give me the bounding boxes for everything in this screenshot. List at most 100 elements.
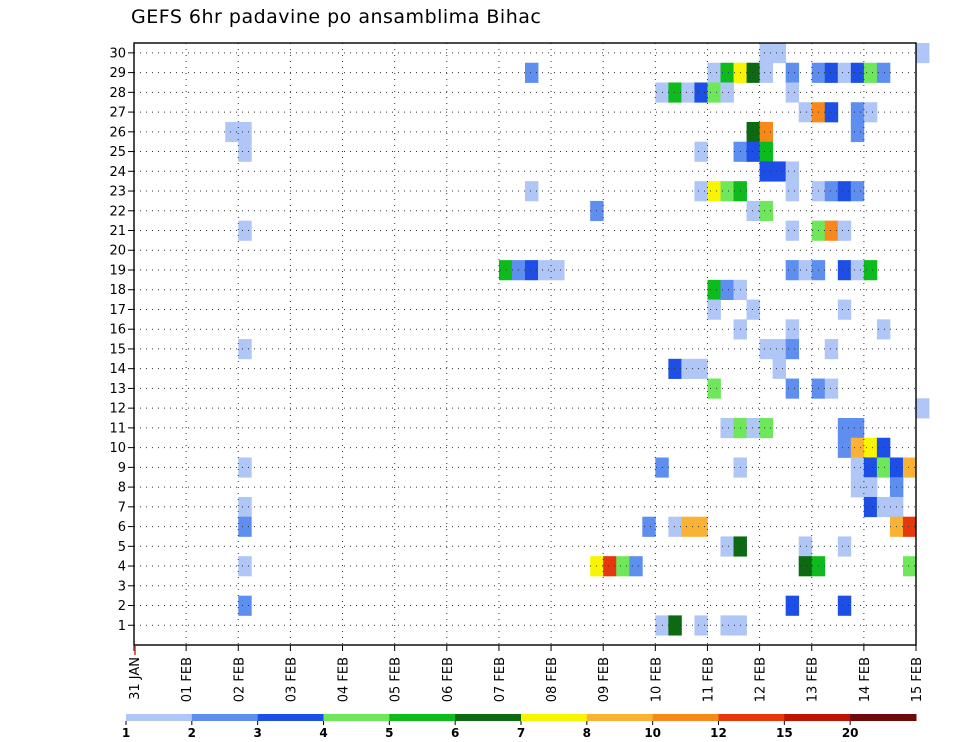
heatmap-cell: [759, 418, 774, 439]
heatmap-cell: [824, 62, 839, 83]
y-tick-label: 5: [118, 540, 126, 555]
x-tick-label: 06 FEB: [441, 657, 456, 702]
x-tick-label: 07 FEB: [493, 657, 508, 702]
heatmap-cell: [720, 279, 734, 300]
heatmap-cell: [759, 200, 774, 222]
heatmap-cell: [720, 181, 734, 202]
y-tick-label: 19: [109, 263, 126, 278]
x-tick-label: 14 FEB: [858, 657, 873, 702]
heatmap-cell: [876, 496, 891, 518]
heatmap-cell: [850, 181, 865, 202]
y-tick-label: 24: [109, 165, 126, 180]
heatmap-cell: [238, 516, 252, 537]
heatmap-cell: [551, 260, 565, 281]
heatmap-cell: [238, 220, 252, 241]
heatmap-cell: [525, 181, 539, 202]
heatmap-cell: [759, 161, 774, 182]
heatmap-cell: [837, 536, 852, 557]
heatmap-cell: [694, 516, 708, 537]
y-tick-label: 4: [118, 560, 126, 575]
heatmap-cell: [642, 516, 656, 537]
x-tick-label: 13 FEB: [806, 657, 821, 702]
legend-swatch: [850, 714, 917, 721]
heatmap-cell: [707, 378, 721, 399]
heatmap-cell: [916, 398, 930, 419]
heatmap-cell: [720, 536, 734, 557]
heatmap-cell: [824, 102, 839, 123]
y-tick-label: 20: [109, 244, 126, 259]
legend-swatch: [652, 714, 719, 721]
y-tick-label: 18: [109, 283, 126, 298]
legend-swatch: [191, 714, 259, 721]
legend-label: 10: [644, 726, 661, 740]
heatmap-cell: [759, 141, 774, 162]
y-tick-label: 26: [109, 125, 126, 140]
x-tick-label: 03 FEB: [284, 657, 299, 702]
legend-label: 12: [710, 726, 727, 740]
y-tick-label: 3: [118, 579, 126, 594]
heatmap-cell: [759, 121, 774, 143]
heatmap-cell: [772, 43, 787, 64]
heatmap-cell: [720, 615, 734, 636]
y-tick-label: 22: [109, 204, 126, 219]
legend-swatch: [323, 714, 390, 721]
heatmap-cell: [238, 595, 252, 616]
heatmap-cell: [824, 339, 839, 360]
heatmap-cell: [525, 62, 539, 83]
heatmap-cell: [694, 358, 708, 379]
heatmap-cell: [850, 102, 865, 123]
heatmap-cell: [863, 62, 878, 83]
y-tick-label: 11: [109, 421, 126, 436]
heatmap-cell: [850, 418, 865, 439]
heatmap-cell: [668, 516, 682, 537]
legend-label: 8: [583, 726, 591, 740]
y-tick-label: 10: [109, 441, 126, 456]
y-tick-label: 2: [118, 599, 126, 614]
heatmap-cell: [238, 141, 252, 162]
heatmap-cell: [681, 516, 695, 537]
heatmap-cell: [225, 121, 239, 143]
heatmap-cell: [238, 496, 252, 518]
heatmap-cell: [837, 418, 852, 439]
heatmap-cell: [759, 62, 774, 83]
heatmap-cell: [525, 260, 539, 281]
heatmap-cell: [746, 299, 760, 320]
heatmap-cell: [785, 181, 800, 202]
heatmap-cell: [902, 457, 917, 478]
legend-label: 7: [517, 726, 525, 740]
x-tick-label: 05 FEB: [389, 657, 404, 702]
legend-label: 6: [451, 726, 459, 740]
heatmap-cell: [720, 62, 734, 83]
y-tick-label: 16: [109, 323, 126, 338]
heatmap-cell: [785, 339, 800, 360]
legend-swatch: [586, 714, 654, 721]
heatmap-cell: [238, 457, 252, 478]
x-tick-label: 15 FEB: [910, 657, 925, 702]
y-tick-label: 15: [109, 342, 126, 357]
chart-title: GEFS 6hr padavine po ansamblima Bihac: [131, 6, 542, 28]
heatmap-cell: [629, 556, 643, 577]
heatmap-cell: [850, 457, 865, 478]
heatmap-cell: [824, 378, 839, 399]
heatmap-cell: [798, 102, 813, 123]
heatmap-cell: [707, 279, 721, 300]
heatmap-cell: [681, 82, 695, 103]
plot-frame: [133, 42, 917, 646]
heatmap-cell: [824, 220, 839, 241]
legend-label: 4: [319, 726, 327, 740]
x-tick-label: 11 FEB: [701, 657, 716, 702]
heatmap-cell: [746, 141, 760, 162]
heatmap-cell: [694, 615, 708, 636]
y-tick-label: 30: [109, 46, 126, 61]
heatmap-cell: [876, 319, 891, 340]
y-tick-label: 27: [109, 106, 126, 121]
heatmap-cell: [850, 121, 865, 143]
heatmap-cell: [916, 43, 930, 64]
heatmap-cell: [902, 516, 917, 537]
y-tick-label: 13: [109, 382, 126, 397]
legend-label: 15: [776, 726, 793, 740]
y-tick-label: 25: [109, 145, 126, 160]
heatmap-cell: [694, 82, 708, 103]
heatmap-cell: [785, 319, 800, 340]
